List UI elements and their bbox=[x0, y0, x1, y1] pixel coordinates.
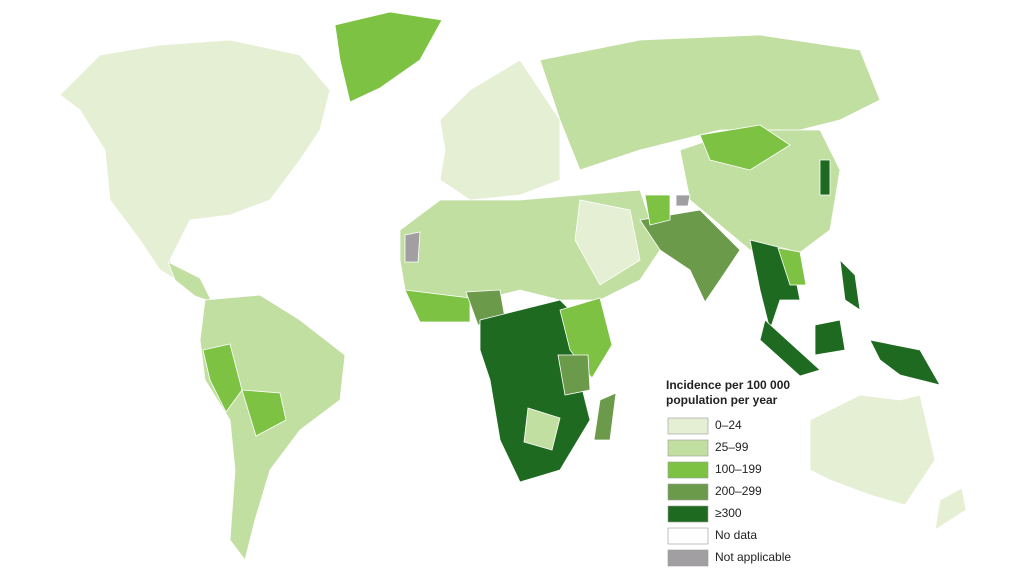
legend-label: Not applicable bbox=[715, 550, 791, 564]
legend-swatch bbox=[667, 505, 709, 523]
legend-title: Incidence per 100 000 bbox=[666, 378, 790, 392]
legend-swatch bbox=[667, 461, 709, 479]
russia bbox=[539, 34, 881, 171]
legend-title: population per year bbox=[666, 393, 778, 407]
legend-swatch bbox=[667, 439, 709, 457]
legend-label: ≥300 bbox=[715, 506, 742, 520]
afghanistan bbox=[644, 194, 671, 226]
mongolia bbox=[699, 124, 791, 171]
laos-vietnam bbox=[777, 247, 807, 286]
north-america bbox=[59, 39, 331, 286]
europe bbox=[439, 59, 561, 201]
legend-label: 0–24 bbox=[715, 418, 742, 432]
greenland bbox=[334, 11, 443, 103]
south-africa-interior bbox=[523, 407, 561, 451]
legend-swatch bbox=[667, 417, 709, 435]
legend-label: 100–199 bbox=[715, 462, 762, 476]
arabia bbox=[574, 199, 641, 286]
legend-swatch bbox=[667, 527, 709, 545]
philippines bbox=[839, 258, 861, 311]
bolivia bbox=[241, 389, 287, 437]
india bbox=[639, 209, 741, 303]
legend-swatch bbox=[667, 549, 709, 567]
central-america bbox=[167, 261, 213, 303]
west-africa bbox=[404, 289, 471, 323]
new-zealand bbox=[934, 487, 967, 531]
legend-swatch bbox=[667, 483, 709, 501]
korea bbox=[819, 159, 831, 196]
western-sahara bbox=[404, 231, 421, 263]
borneo bbox=[814, 319, 846, 356]
tanzania bbox=[557, 354, 591, 396]
kashmir bbox=[675, 194, 691, 207]
madagascar bbox=[593, 392, 617, 441]
east-africa bbox=[559, 297, 613, 379]
australia bbox=[809, 394, 936, 506]
legend-label: 25–99 bbox=[715, 440, 749, 454]
peru bbox=[202, 343, 243, 413]
countries bbox=[59, 11, 967, 561]
sumatra-java bbox=[759, 319, 821, 377]
papua bbox=[869, 339, 941, 386]
legend-label: 200–299 bbox=[715, 484, 762, 498]
legend-label: No data bbox=[715, 528, 757, 542]
